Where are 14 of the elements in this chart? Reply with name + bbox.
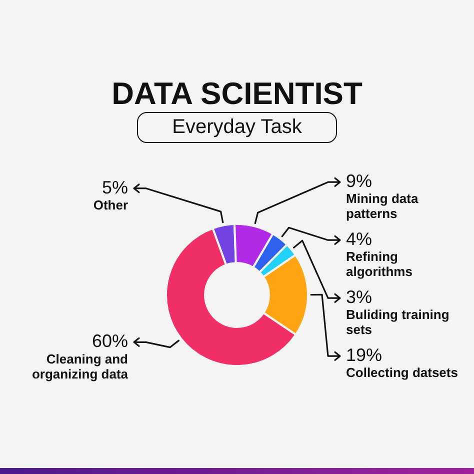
data-label: 4%: [346, 229, 372, 250]
slice-label: Refining algorithms: [346, 249, 412, 280]
slice-label: Buliding training sets: [346, 307, 450, 338]
data-label: 60%: [92, 331, 128, 352]
data-label: 9%: [346, 171, 372, 192]
slice-label: Mining data patterns: [346, 191, 419, 222]
data-label: 19%: [346, 345, 382, 366]
chart-subtitle: Everyday Task: [137, 112, 337, 143]
data-label: 5%: [102, 177, 128, 198]
chart-title: DATA SCIENTIST: [110, 76, 364, 112]
slice-label: Cleaning and organizing data: [32, 351, 129, 382]
data-label: 3%: [346, 287, 372, 308]
slice-label: Collecting datsets: [346, 365, 458, 380]
slice-label: Other: [93, 197, 128, 212]
